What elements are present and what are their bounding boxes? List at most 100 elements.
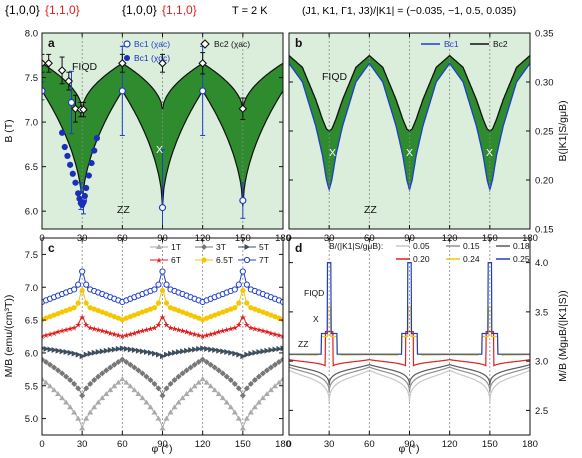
- data-point-6T: ★: [271, 330, 278, 339]
- data-point-1T: [79, 425, 86, 431]
- data-point-3T: [43, 359, 50, 366]
- data-point-3T: [55, 367, 62, 374]
- bc1-ac-point: [67, 98, 76, 107]
- bc1-dc-point: [61, 143, 68, 151]
- data-point-3T: [103, 367, 110, 374]
- data-point-3T: [47, 361, 54, 368]
- data-point-6.5T: [163, 300, 170, 306]
- series-c: ★★★★★★★★★★★★★★★★★★★★★★★★★★★★★★★★★★★★★★★★…: [42, 268, 283, 431]
- x-label-b3: X: [486, 147, 493, 159]
- data-point-1T: [171, 404, 178, 410]
- data-point-6.5T: [252, 306, 258, 312]
- data-point-1T: [255, 399, 262, 405]
- data-point-1T: [195, 379, 202, 385]
- bc2-ac-point: [64, 76, 74, 86]
- data-point-1T: [203, 379, 210, 385]
- legend-marker: [156, 244, 162, 249]
- data-point-7T: [159, 268, 166, 275]
- data-point-6.5T: [240, 287, 246, 294]
- data-point-3T: [171, 377, 178, 384]
- data-point-3T: [135, 367, 142, 374]
- data-point-6T: ★: [195, 331, 202, 340]
- data-point-5T: [127, 346, 134, 353]
- x-tick-label: 30: [324, 439, 335, 450]
- data-point-1T: [163, 415, 170, 421]
- data-point-5T: [272, 346, 278, 353]
- bc2-ac-point: [79, 105, 88, 114]
- data-point-3T: [187, 364, 194, 371]
- data-point-5T: [55, 347, 62, 354]
- data-point-1T: [159, 425, 166, 431]
- data-point-5T: [135, 347, 142, 354]
- data-point-6.5T: [147, 306, 154, 312]
- data-point-3T: [143, 373, 150, 380]
- data-point-6.5T: [167, 305, 174, 311]
- data-point-6T: ★: [87, 324, 94, 333]
- y-tick-label: 5.5: [25, 381, 38, 392]
- data-point-1T: [83, 415, 90, 421]
- data-point-6T: ★: [103, 328, 110, 337]
- data-point-3T: [167, 380, 174, 387]
- data-point-6T: ★: [207, 330, 214, 339]
- data-point-5T: [131, 347, 138, 354]
- y-tick-label: 0.20: [535, 176, 554, 187]
- bc1-dc-point: [72, 179, 79, 186]
- data-point-5T: [172, 349, 178, 356]
- data-point-7T: [243, 281, 250, 288]
- x-tick-label: 60: [117, 439, 128, 450]
- dashed-gridlines-d: [328, 238, 491, 435]
- data-point-3T: [159, 392, 166, 399]
- x-label-d: X: [313, 314, 319, 324]
- series-d: [289, 262, 530, 403]
- data-point-6.5T: [256, 307, 262, 314]
- data-point-6T: ★: [263, 328, 270, 337]
- bc1-dc-point: [58, 129, 66, 136]
- data-point-1T: [95, 399, 102, 405]
- data-point-5T: [87, 350, 94, 357]
- legend-text: 0.15: [463, 241, 480, 251]
- data-point-1T: [47, 383, 54, 389]
- data-point-6T: ★: [50, 329, 57, 338]
- data-point-6T: ★: [251, 325, 258, 334]
- data-point-6T: ★: [139, 327, 146, 336]
- bc2-ac-point: [44, 59, 53, 68]
- data-point-3T: [191, 361, 198, 368]
- data-point-6.5T: [171, 306, 178, 312]
- series-line-0.15: [289, 366, 530, 393]
- data-point-3T: [199, 356, 206, 363]
- legend-text-bc1-dc: Bc1 (χdc): [134, 53, 170, 63]
- data-point-1T: [215, 390, 222, 396]
- data-point-6.5T: [135, 310, 141, 317]
- data-point-1T: [199, 376, 206, 382]
- data-point-6T: ★: [46, 330, 53, 339]
- data-point-3T: [271, 361, 278, 368]
- data-point-1T: [179, 395, 186, 401]
- data-point-6.5T: [204, 315, 210, 321]
- axes-d: 0 30 60 90 120 150 180 2.5 3.0 3.5 4.0: [286, 238, 548, 450]
- panel-b: [289, 33, 530, 229]
- data-point-3T: [151, 380, 158, 387]
- bc1-dc-point: [75, 190, 82, 197]
- data-point-6.5T: [208, 313, 214, 320]
- legend-title-d: B/(|K1|S/gμB):: [329, 241, 383, 251]
- data-point-3T: [211, 364, 218, 371]
- data-point-6T: ★: [267, 329, 274, 338]
- data-point-5T: [208, 346, 214, 353]
- legend-marker-bc1-ac: [123, 40, 131, 48]
- data-point-1T: [63, 399, 70, 405]
- data-point-1T: [251, 404, 258, 410]
- data-point-6T: ★: [275, 331, 282, 340]
- data-point-1T: [51, 387, 58, 393]
- legend-text-bc2-ac: Bc2 (χac): [214, 39, 250, 49]
- data-point-3T: [175, 373, 182, 380]
- data-point-1T: [211, 387, 218, 393]
- data-point-5T: [160, 353, 166, 360]
- data-point-5T: [244, 351, 250, 358]
- data-point-6.5T: [103, 310, 109, 317]
- legend-b: Bc1 Bc2: [421, 39, 508, 49]
- data-point-5T: [147, 349, 154, 356]
- data-point-1T: [123, 379, 130, 385]
- data-point-6.5T: [139, 309, 146, 315]
- data-point-5T: [119, 345, 126, 352]
- data-point-6.5T: [228, 306, 234, 312]
